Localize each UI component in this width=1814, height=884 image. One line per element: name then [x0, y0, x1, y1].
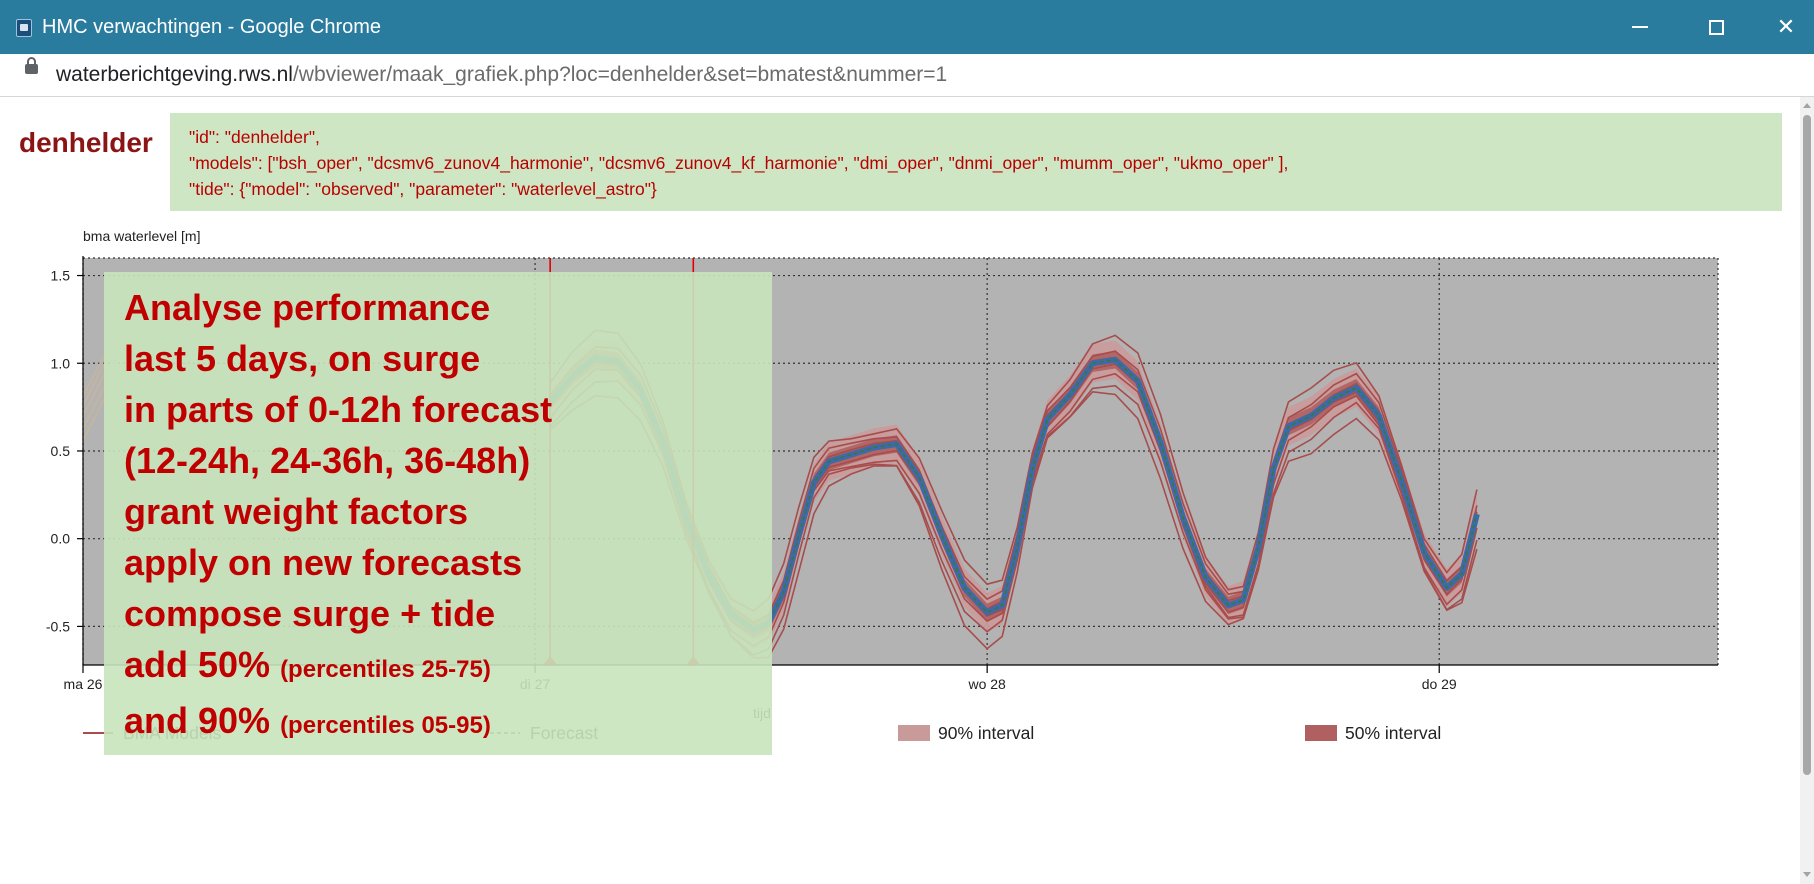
scroll-up-icon[interactable] [1803, 103, 1811, 108]
config-box: "id": "denhelder", "models": ["bsh_oper"… [170, 113, 1782, 211]
annotation-main: and 90% [124, 700, 281, 741]
app-icon [16, 19, 32, 37]
config-line: "tide": {"model": "observed", "parameter… [189, 179, 657, 199]
y-tick-label: 0.5 [51, 443, 71, 459]
legend-swatch-interval-50 [1305, 725, 1337, 741]
station-title: denhelder [19, 127, 153, 158]
annotation-small: (percentiles 05-95) [280, 712, 491, 739]
x-tick-label: ma 26 [64, 676, 103, 692]
y-tick-label: 0.0 [51, 531, 71, 547]
maximize-icon [1708, 19, 1724, 35]
annotation-main: add 50% [124, 644, 281, 685]
annotation-line: last 5 days, on surge [124, 338, 481, 379]
x-tick-label: do 29 [1422, 676, 1457, 692]
annotation-line: compose surge + tide [124, 593, 496, 634]
close-button[interactable]: ✕ [1754, 0, 1814, 54]
scroll-down-icon[interactable] [1803, 872, 1811, 877]
url-text[interactable]: waterberichtgeving.rws.nl/wbviewer/maak_… [56, 62, 947, 88]
legend-swatch-interval-90 [898, 725, 930, 741]
annotation-box: Analyse performance last 5 days, on surg… [104, 272, 772, 755]
url-host: waterberichtgeving.rws.nl [56, 63, 293, 86]
maximize-button[interactable] [1684, 0, 1748, 54]
y-tick-label: 1.0 [51, 355, 71, 371]
page-content: denhelder "id": "denhelder", "models": [… [0, 97, 1814, 884]
config-line: "models": ["bsh_oper", "dcsmv6_zunov4_ha… [189, 153, 1289, 173]
annotation-small: (percentiles 25-75) [280, 656, 491, 683]
annotation-line: Analyse performance [124, 287, 491, 328]
url-path: /wbviewer/maak_grafiek.php?loc=denhelder… [292, 63, 948, 86]
annotation-line: in parts of 0-12h forecast [124, 389, 553, 430]
y-tick-label: 1.5 [51, 268, 71, 284]
window-title: HMC verwachtingen - Google Chrome [42, 16, 382, 38]
address-bar[interactable] [0, 54, 1814, 97]
config-line: "id": "denhelder", [189, 127, 320, 147]
minimize-icon [1632, 26, 1648, 28]
x-tick-label: wo 28 [967, 676, 1006, 692]
forecast-line [549, 357, 1478, 631]
vertical-scrollbar[interactable] [1800, 97, 1814, 884]
minimize-button[interactable] [1608, 0, 1672, 54]
annotation-line: apply on new forecasts [124, 542, 523, 583]
annotation-line: and 90% (percentiles 05-95) [124, 695, 772, 751]
legend-label-interval-50: 50% interval [1345, 723, 1441, 743]
annotation-line: add 50% (percentiles 25-75) [124, 639, 772, 695]
lock-icon[interactable] [25, 57, 38, 74]
title-bar: HMC verwachtingen - Google Chrome ✕ [0, 0, 1814, 54]
annotation-line: (12-24h, 24-36h, 36-48h) [124, 440, 531, 481]
legend-label-interval-90: 90% interval [938, 723, 1034, 743]
scrollbar-thumb[interactable] [1803, 115, 1811, 775]
y-tick-label: -0.5 [46, 618, 70, 634]
close-icon: ✕ [1776, 14, 1796, 40]
y-axis-label: bma waterlevel [m] [83, 228, 200, 244]
annotation-line: grant weight factors [124, 491, 469, 532]
